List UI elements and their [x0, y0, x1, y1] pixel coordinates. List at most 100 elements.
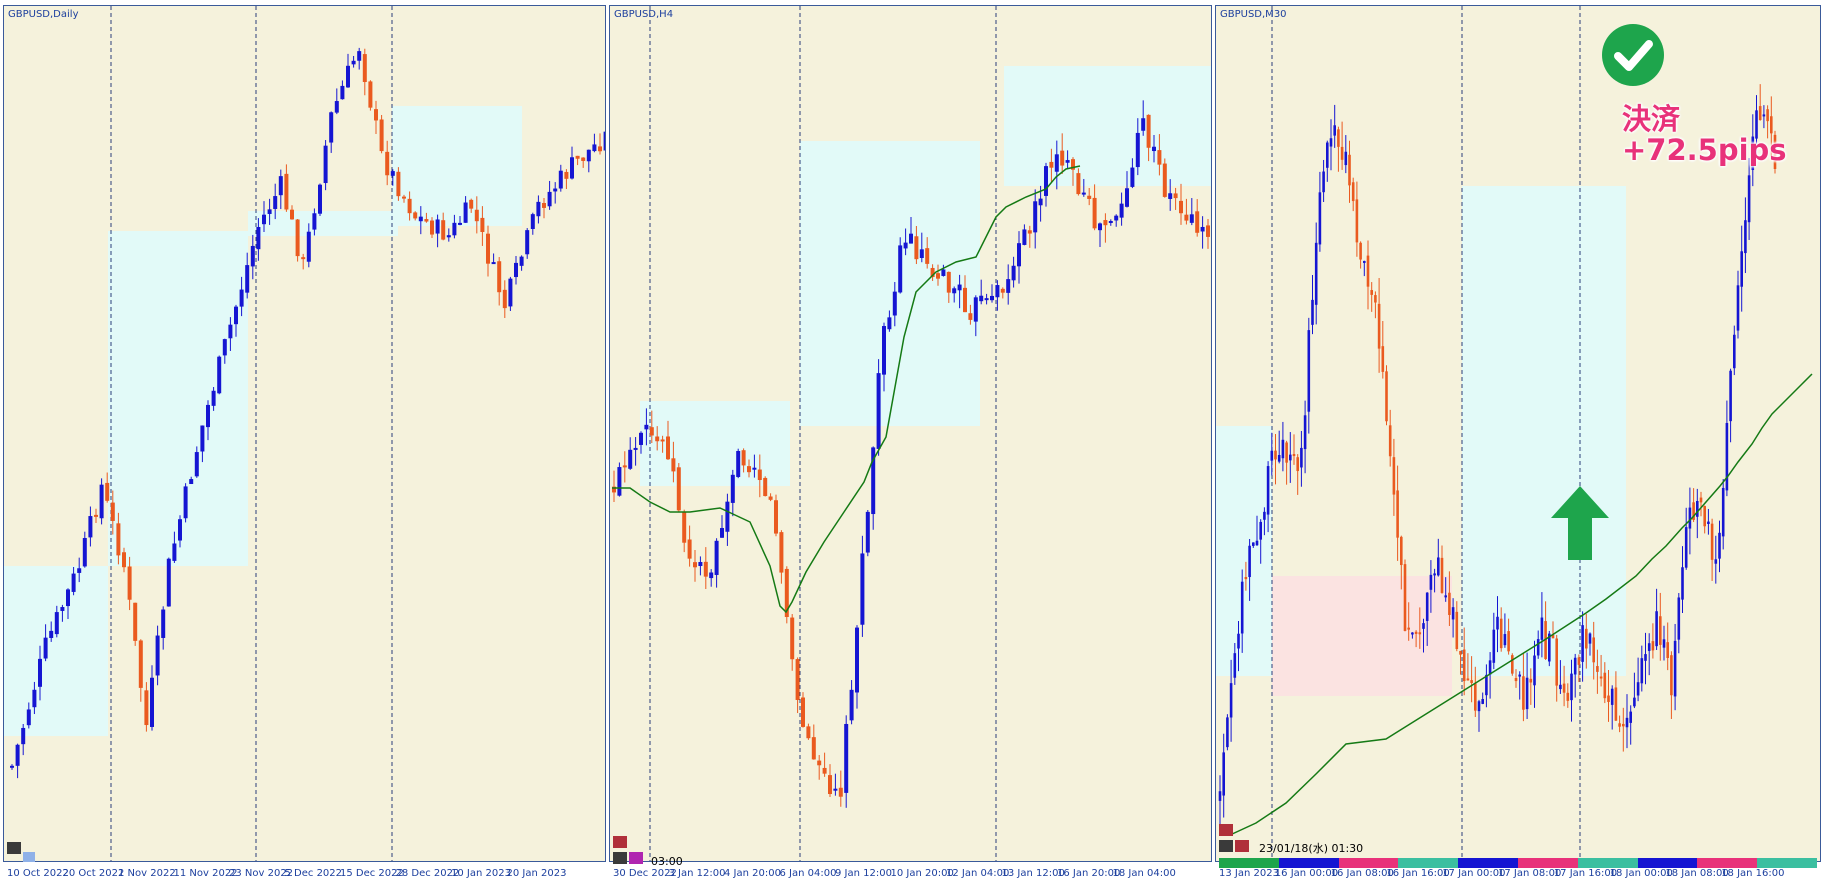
candle-body — [1429, 574, 1433, 590]
candle-body — [334, 101, 339, 113]
candle-body — [887, 317, 892, 330]
chart-panel-h4[interactable]: GBPUSD,H4 03:00 30 Dec 2022 3 Jan 12:00 4 … — [609, 0, 1212, 890]
candle-body — [1481, 699, 1484, 704]
candle-body — [876, 373, 881, 449]
time-axis-label: 30 Dec 2022 — [613, 868, 677, 879]
candle-body — [1633, 697, 1636, 707]
candle-body — [1206, 225, 1210, 237]
result-line-pips: +72.5pips — [1622, 133, 1787, 167]
candle-body — [1566, 692, 1570, 701]
candle-body — [110, 502, 115, 521]
time-axis-label: 23 Nov 2022 — [229, 868, 294, 879]
candle-body — [1437, 557, 1440, 576]
candle-body — [60, 607, 65, 611]
candle-body — [222, 339, 227, 356]
chart-title-daily: GBPUSD,Daily — [8, 9, 79, 20]
candle-body — [892, 291, 897, 316]
candle-body — [32, 689, 37, 708]
candle-body — [1252, 542, 1255, 546]
candle-body — [1157, 150, 1162, 165]
chart-area-daily[interactable]: GBPUSD,Daily — [3, 5, 606, 862]
price-zone — [800, 141, 980, 426]
candle-body — [1263, 511, 1266, 520]
indicator-icon[interactable] — [1219, 840, 1233, 852]
chart-area-m30[interactable]: GBPUSD,M30 — [1215, 5, 1821, 862]
candle-body — [1640, 658, 1644, 684]
candle-body — [1038, 198, 1043, 206]
chart-panel-daily[interactable]: GBPUSD,Daily 10 Oct 2022 20 Oct 2022 1 Nov… — [3, 0, 606, 890]
candle-body — [1381, 346, 1385, 372]
candle-body — [424, 219, 429, 222]
one-click-trading-icon[interactable] — [1219, 824, 1233, 836]
candle-body — [598, 146, 602, 152]
candle-body — [1644, 654, 1647, 661]
candle-body — [811, 737, 816, 760]
candle-body — [1363, 260, 1366, 263]
candle-body — [1533, 655, 1536, 686]
candle-body — [21, 727, 26, 745]
candle-body — [1559, 684, 1562, 690]
candle-body — [1555, 638, 1558, 686]
candle-body — [1622, 723, 1625, 727]
indicator-icon[interactable] — [613, 852, 627, 864]
candle-body — [1374, 295, 1377, 303]
candle-body — [1370, 290, 1373, 295]
one-click-trading-icon[interactable] — [613, 836, 627, 848]
candle-body — [1511, 655, 1514, 674]
candle-body — [458, 222, 462, 225]
candle-body — [1135, 132, 1140, 168]
candle-body — [603, 131, 605, 151]
candle-body — [1281, 439, 1285, 459]
candle-body — [1751, 136, 1755, 170]
candle-body — [1529, 678, 1533, 683]
time-axis-label: 16 Jan 16:00 — [1386, 868, 1450, 879]
candle-body — [1462, 649, 1466, 682]
indicator-icon[interactable] — [23, 852, 35, 862]
candle-body — [1233, 653, 1237, 678]
candle-body — [806, 726, 811, 739]
candle-body — [649, 427, 654, 436]
candle-body — [1229, 683, 1233, 718]
expert-icon[interactable] — [1235, 840, 1249, 852]
candle-body — [1403, 564, 1407, 631]
candle-body — [290, 209, 294, 220]
candle-body — [682, 511, 687, 543]
time-axis-label: 15 Dec 2022 — [340, 868, 404, 879]
candle-body — [1448, 592, 1451, 615]
candle-body — [925, 248, 930, 264]
candle-body — [396, 171, 401, 197]
candle-body — [1022, 229, 1027, 245]
expert-icon[interactable] — [629, 852, 643, 864]
candle-body — [1636, 682, 1640, 696]
session-segment — [1278, 858, 1339, 868]
candle-body — [99, 484, 104, 519]
chart-panel-m30[interactable]: GBPUSD,M30 23/01/18(水) 01:30 13 Jan 2023… — [1215, 0, 1821, 890]
candle-body — [514, 262, 518, 278]
candle-body — [952, 288, 957, 294]
session-segment — [1219, 858, 1279, 868]
candle-body — [1248, 545, 1251, 578]
time-axis-label: 6 Jan 04:00 — [779, 868, 837, 879]
candle-body — [1388, 425, 1392, 457]
candle-body — [774, 500, 778, 534]
candle-body — [1747, 175, 1751, 223]
candle-body — [882, 326, 886, 375]
candle-body — [1729, 370, 1732, 422]
candle-body — [525, 230, 530, 255]
chart-area-h4[interactable]: GBPUSD,H4 — [609, 5, 1212, 862]
candle-body — [390, 171, 395, 176]
candle-body — [1407, 627, 1410, 630]
candle-body — [1049, 161, 1054, 168]
price-zone — [1462, 186, 1626, 676]
candle-body — [312, 213, 317, 230]
candle-body — [1474, 683, 1477, 711]
candle-body — [413, 212, 418, 219]
candle-body — [491, 262, 496, 265]
candle-body — [1400, 536, 1403, 566]
candle-body — [1329, 138, 1333, 147]
time-axis-label: 16 Jan 08:00 — [1330, 868, 1394, 879]
candle-body — [1573, 657, 1577, 675]
one-click-trading-icon[interactable] — [7, 842, 21, 854]
candle-body — [1270, 450, 1274, 461]
candle-body — [1189, 214, 1194, 223]
